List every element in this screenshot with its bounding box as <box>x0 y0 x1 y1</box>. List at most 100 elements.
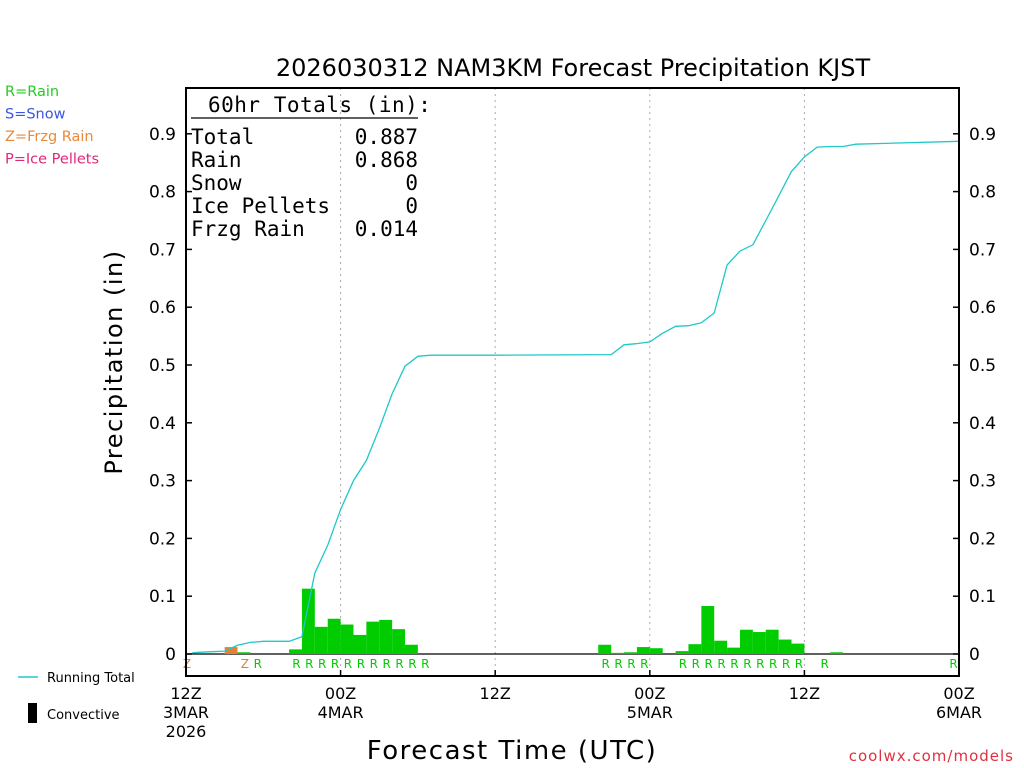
convective-legend-swatch <box>28 703 37 723</box>
precip-bar <box>405 644 418 654</box>
precip-bar <box>701 606 715 654</box>
y-tick-label-right: 0.9 <box>969 125 996 145</box>
precip-bar <box>714 640 728 654</box>
y-tick-label-right: 0.8 <box>969 183 996 203</box>
precip-type-marker: R <box>756 657 764 671</box>
precip-bar <box>598 644 612 654</box>
precip-type-marker: R <box>601 657 609 671</box>
y-tick-label-right: 0.6 <box>969 298 996 318</box>
precip-bars <box>224 588 844 654</box>
x-tick-label: 3MAR <box>163 703 209 722</box>
x-tick-label: 6MAR <box>936 703 982 722</box>
precip-type-marker: R <box>395 657 403 671</box>
credit-text: coolwx.com/models <box>849 747 1014 765</box>
precip-type-marker: R <box>357 657 365 671</box>
y-axis-label: Precipitation (in) <box>100 249 128 474</box>
y-tick-label-left: 0.9 <box>149 125 176 145</box>
y-tick-label-right: 0 <box>969 645 980 665</box>
y-tick-label-left: 0 <box>165 645 176 665</box>
precip-type-marker: R <box>730 657 738 671</box>
precip-type-marker: R <box>305 657 313 671</box>
running-total-series <box>192 140 960 654</box>
precip-bar <box>237 652 251 654</box>
x-tick-label: 00Z <box>634 684 665 703</box>
y-tick-label-left: 0.2 <box>149 529 176 549</box>
precip-bar <box>830 652 844 654</box>
precip-bar <box>649 648 663 654</box>
precip-type-marker: R <box>421 657 429 671</box>
totals-header: 60hr Totals (in): <box>208 93 431 117</box>
precip-bar <box>675 651 689 654</box>
totals-row-value: 0.014 <box>355 217 418 241</box>
y-tick-label-right: 0.2 <box>969 529 996 549</box>
precip-bar <box>778 639 792 654</box>
precip-type-marker: R <box>640 657 648 671</box>
x-tick-label: 12Z <box>480 684 511 703</box>
precip-type-marker: R <box>408 657 416 671</box>
precip-bar <box>340 624 354 654</box>
y-axis-right-ticks: 0 0.1 0.2 0.3 0.4 0.5 0.6 0.7 0.8 0.9 <box>953 125 996 665</box>
y-tick-label-left: 0.3 <box>149 472 176 492</box>
x-tick-label: 12Z <box>789 684 820 703</box>
x-tick-label: 00Z <box>943 684 974 703</box>
precip-type-marker: R <box>949 657 957 671</box>
precip-type-marker: R <box>679 657 687 671</box>
y-tick-label-left: 0.6 <box>149 298 176 318</box>
precip-type-marker: R <box>318 657 326 671</box>
y-tick-label-left: 0.1 <box>149 587 176 607</box>
y-tick-label-right: 0.1 <box>969 587 996 607</box>
precip-bar <box>752 632 766 654</box>
precip-type-marker: R <box>820 657 828 671</box>
x-axis-label: Forecast Time (UTC) <box>367 736 658 766</box>
precip-type-marker: R <box>627 657 635 671</box>
y-tick-label-left: 0.4 <box>149 414 176 434</box>
precip-bar <box>224 647 238 654</box>
y-tick-label-right: 0.3 <box>969 472 996 492</box>
type-legend-item: Z=Frzg Rain <box>5 129 94 145</box>
precip-type-marker: R <box>254 657 262 671</box>
precip-bar <box>301 588 315 654</box>
totals-row-value: 0 <box>405 171 418 195</box>
precip-bar <box>327 618 341 654</box>
precip-bar <box>379 619 393 654</box>
precip-type-marker: R <box>769 657 777 671</box>
totals-row-value: 0 <box>405 194 418 218</box>
precip-type-marker: R <box>795 657 803 671</box>
totals-row-value: 0.868 <box>355 148 418 172</box>
x-tick-label: 5MAR <box>627 703 673 722</box>
running-total-line <box>192 140 960 654</box>
x-tick-label: 12Z <box>170 684 201 703</box>
totals-row-label: Ice Pellets <box>191 194 330 218</box>
totals-row-label: Rain <box>191 148 242 172</box>
precip-type-legend: R=Rain S=Snow Z=Frzg Rain P=Ice Pellets <box>5 84 99 168</box>
precip-type-marker: R <box>614 657 622 671</box>
y-tick-label-right: 0.4 <box>969 414 996 434</box>
series-legend: Running Total Convective <box>18 671 135 723</box>
precip-bar <box>624 652 637 654</box>
grid-lines <box>340 88 805 676</box>
precip-type-marker: R <box>717 657 725 671</box>
totals-row-value: 0.887 <box>355 125 418 149</box>
convective-legend-label: Convective <box>47 708 120 723</box>
precip-type-marker: R <box>692 657 700 671</box>
precip-type-marker: R <box>292 657 300 671</box>
precip-type-marker: R <box>331 657 339 671</box>
y-tick-label-right: 0.5 <box>969 356 996 376</box>
totals-row-label: Frzg Rain <box>191 217 305 241</box>
y-axis-left-ticks: 0 0.1 0.2 0.3 0.4 0.5 0.6 0.7 0.8 0.9 <box>149 125 192 665</box>
precip-type-marker: R <box>743 657 751 671</box>
totals-box: 60hr Totals (in): Total 0.887 Rain 0.868 Snow… <box>191 93 431 241</box>
precip-type-marker: R <box>382 657 390 671</box>
y-tick-label-left: 0.5 <box>149 356 176 376</box>
precip-bar <box>636 647 650 654</box>
precip-bar <box>289 649 302 654</box>
precip-type-marker: R <box>705 657 713 671</box>
type-legend-item: R=Rain <box>5 84 59 100</box>
precip-bar <box>688 644 702 654</box>
precip-bar <box>314 626 328 654</box>
totals-row-label: Total <box>191 125 254 149</box>
type-legend-item: S=Snow <box>5 107 66 123</box>
x-tick-label: 00Z <box>325 684 356 703</box>
